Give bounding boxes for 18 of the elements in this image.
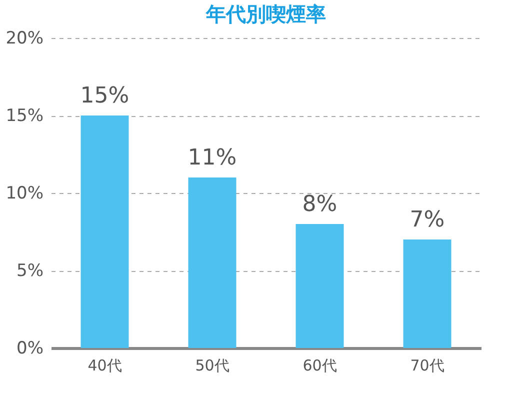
data-label: 7% bbox=[410, 208, 445, 232]
y-tick-label: 5% bbox=[16, 261, 44, 281]
x-tick-label: 40代 bbox=[88, 356, 122, 374]
bar bbox=[403, 240, 452, 348]
chart-title: 年代別喫煙率 bbox=[205, 2, 326, 26]
x-tick-label: 60代 bbox=[302, 356, 337, 374]
data-label: 11% bbox=[188, 146, 237, 170]
bar bbox=[296, 224, 344, 348]
y-tick-label: 15% bbox=[6, 106, 44, 126]
x-tick-label: 70代 bbox=[410, 356, 444, 374]
y-tick-label: 0% bbox=[16, 338, 44, 358]
bar bbox=[188, 178, 236, 348]
bar bbox=[80, 116, 129, 348]
data-label: 8% bbox=[302, 192, 338, 217]
x-tick-label: 50代 bbox=[195, 356, 230, 374]
y-tick-label: 20% bbox=[6, 28, 44, 48]
y-tick-label: 10% bbox=[6, 184, 44, 204]
data-label: 15% bbox=[80, 84, 130, 108]
